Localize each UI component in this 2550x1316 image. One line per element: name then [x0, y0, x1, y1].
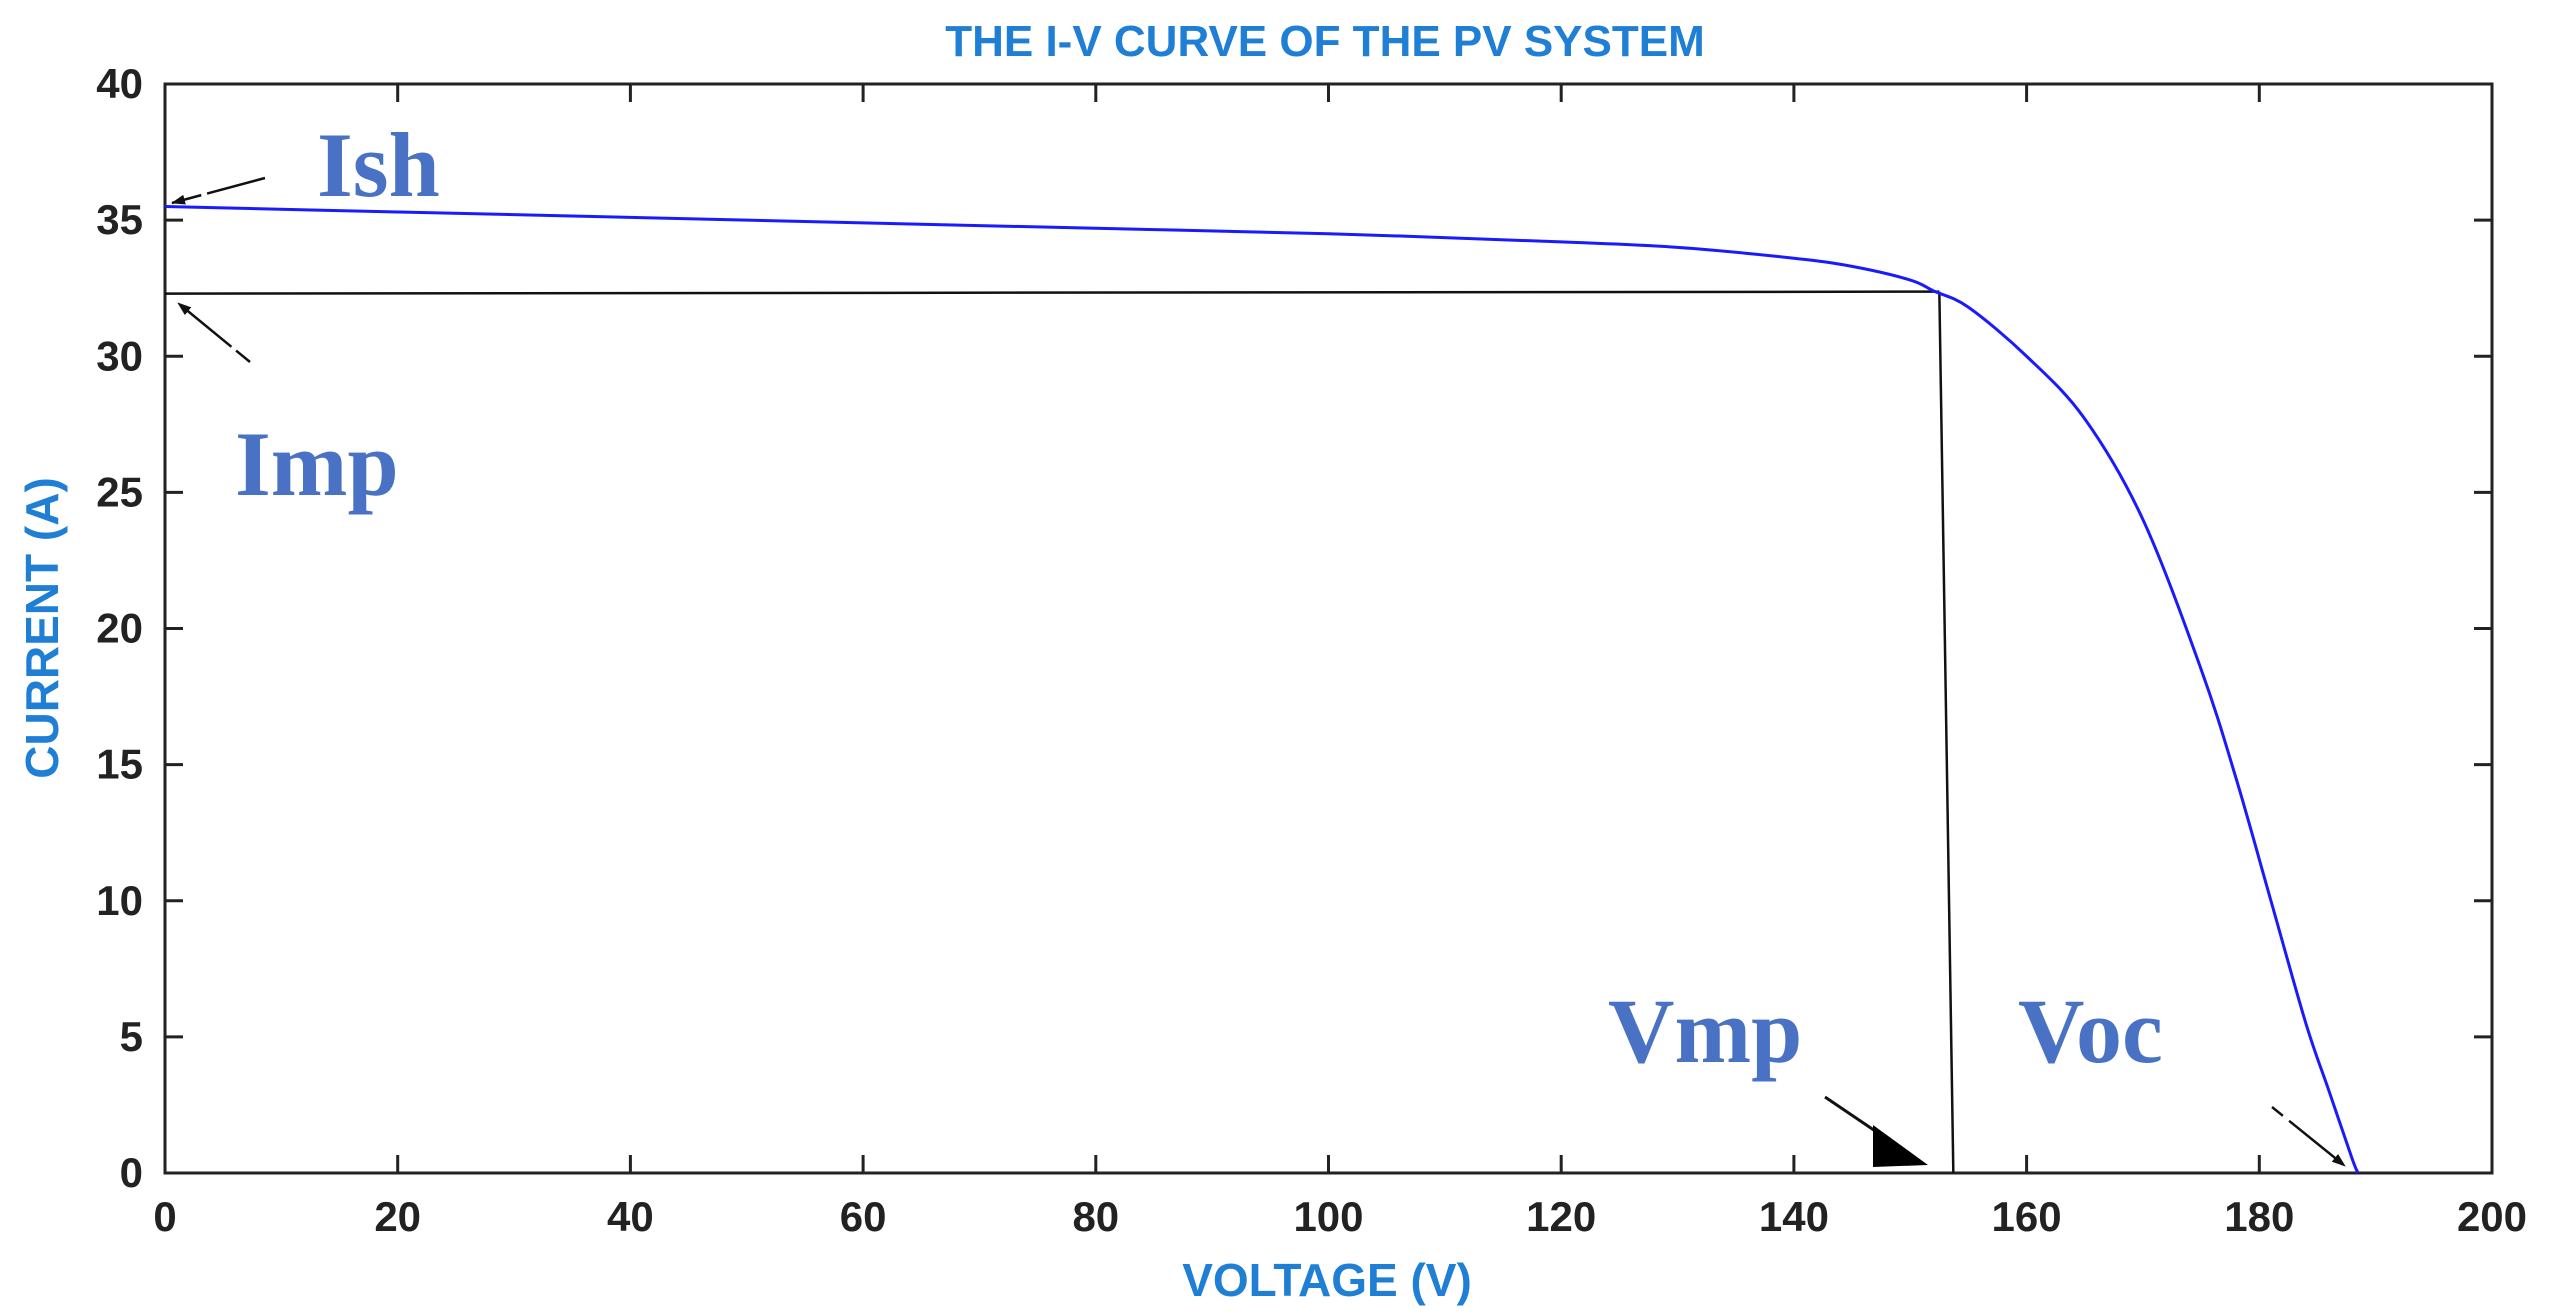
- x-tick-label: 200: [2457, 1193, 2527, 1240]
- y-tick-label: 5: [120, 1013, 143, 1060]
- y-axis-title: CURRENT (A): [16, 477, 68, 779]
- annotations: Ish Imp Vmp Voc: [171, 114, 2346, 1167]
- y-tick-label: 15: [96, 741, 143, 788]
- x-axis-ticks: 0 20 40 60 80 100 120 140 160 180 200: [153, 84, 2527, 1240]
- iv-curve-line: [164, 205, 2360, 1174]
- x-tick-label: 40: [607, 1193, 654, 1240]
- imp-label: Imp: [235, 413, 399, 515]
- vmp-label: Vmp: [1608, 980, 1802, 1082]
- voc-arrow: [2271, 1106, 2346, 1167]
- x-tick-label: 120: [1526, 1193, 1596, 1240]
- reference-lines: [164, 290, 1955, 1174]
- voc-label: Voc: [2018, 980, 2163, 1082]
- y-tick-label: 30: [96, 332, 143, 379]
- imp-arrow: [177, 302, 251, 363]
- x-tick-label: 100: [1293, 1193, 1363, 1240]
- x-tick-label: 0: [153, 1193, 176, 1240]
- y-tick-label: 40: [96, 60, 143, 107]
- x-tick-label: 80: [1072, 1193, 1119, 1240]
- y-tick-label: 20: [96, 605, 143, 652]
- chart-title: THE I-V CURVE OF THE PV SYSTEM: [945, 17, 1705, 66]
- x-tick-label: 20: [374, 1193, 421, 1240]
- isc-arrow: [171, 176, 266, 205]
- y-tick-label: 10: [96, 877, 143, 924]
- y-axis-ticks: 0 5 10 15 20 25 30 35 40: [96, 60, 2492, 1196]
- x-tick-label: 60: [840, 1193, 887, 1240]
- vmp-arrowhead: [1873, 1125, 1928, 1167]
- x-tick-label: 140: [1759, 1193, 1829, 1240]
- vmp-reference-line: [1938, 291, 1955, 1174]
- imp-reference-line: [164, 290, 1940, 295]
- isc-label: Ish: [317, 114, 440, 216]
- y-tick-label: 0: [120, 1149, 143, 1196]
- y-tick-label: 25: [96, 468, 143, 515]
- x-tick-label: 160: [1992, 1193, 2062, 1240]
- y-tick-label: 35: [96, 196, 143, 243]
- x-tick-label: 180: [2224, 1193, 2294, 1240]
- x-axis-title: VOLTAGE (V): [1182, 1254, 1472, 1306]
